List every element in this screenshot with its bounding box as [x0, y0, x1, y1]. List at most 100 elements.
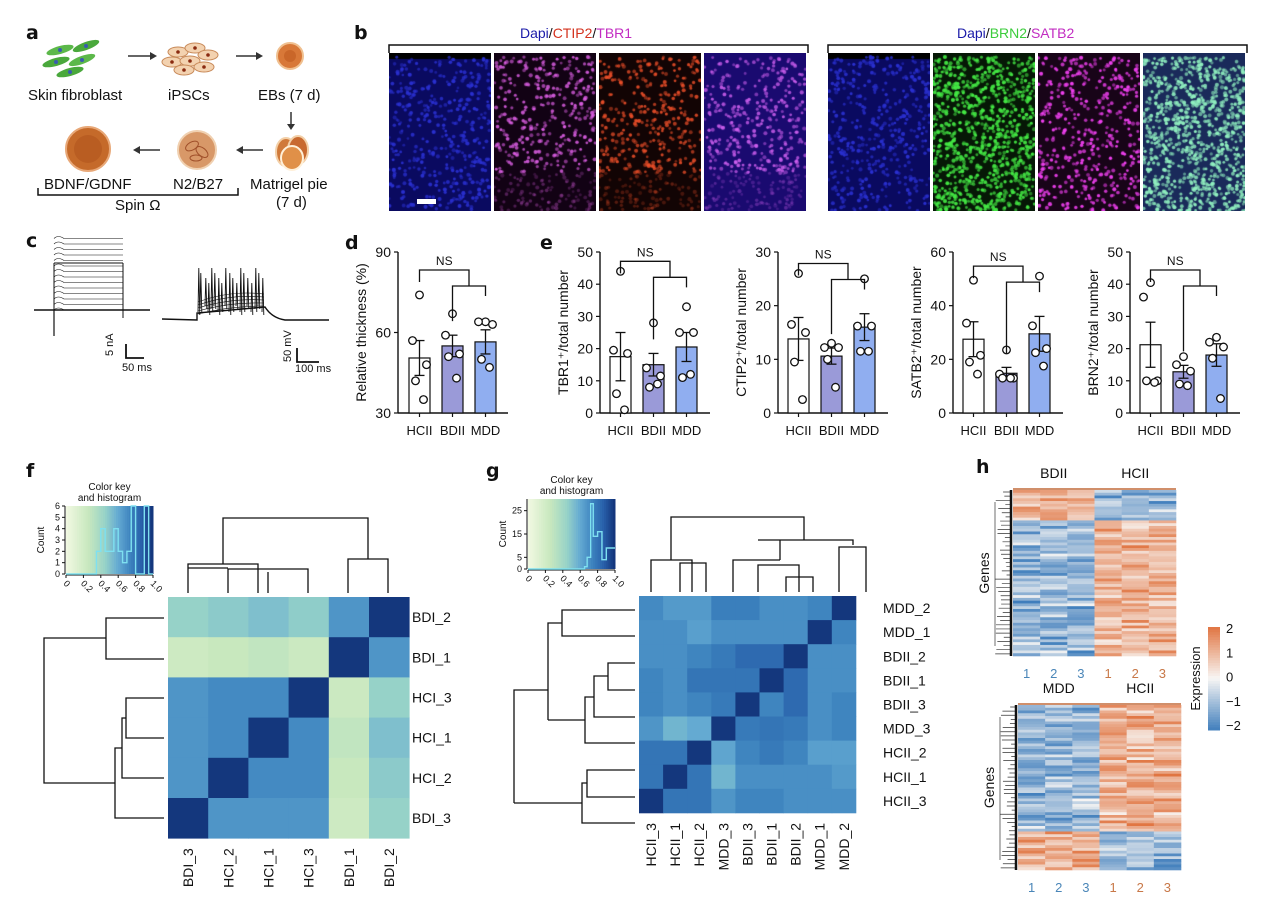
step-skin-fibroblast: Skin fibroblast	[28, 87, 123, 104]
scale-time-50ms: 50 ms	[122, 362, 152, 374]
expression-cell	[1045, 828, 1073, 832]
expression-cell	[1148, 611, 1177, 615]
expression-cell	[1072, 707, 1100, 711]
heatmap-cell	[711, 596, 736, 621]
step-n2b27: N2/B27	[173, 176, 224, 193]
expression-cell	[1099, 724, 1127, 728]
col-label: HCI_1	[261, 848, 277, 888]
expression-cell	[1067, 581, 1095, 585]
expression-cell	[1045, 732, 1073, 736]
expression-cell	[1045, 735, 1073, 739]
current-trace	[53, 296, 123, 300]
expression-cell	[1072, 864, 1100, 868]
legend-band	[1208, 699, 1220, 703]
expression-cell	[1067, 589, 1095, 593]
expression-cell	[1013, 653, 1041, 657]
expression-cell	[1099, 735, 1127, 739]
color-key-band	[126, 506, 130, 574]
x-tick-label: BDII	[1171, 423, 1196, 438]
expression-cell	[1045, 823, 1073, 827]
expression-cell	[1045, 809, 1073, 813]
expression-cell	[1040, 581, 1068, 585]
legend-band	[1208, 637, 1220, 641]
action-potential	[250, 282, 254, 316]
expression-cell	[1072, 801, 1100, 805]
color-key-band	[541, 499, 544, 569]
color-key-band	[584, 499, 588, 569]
color-key-band	[85, 506, 89, 574]
key-y-tick-label: 5	[517, 552, 522, 562]
color-key-band	[94, 506, 97, 574]
y-tick-label: 30	[375, 405, 391, 421]
expression-cell	[1067, 520, 1095, 524]
data-point	[455, 349, 464, 359]
expression-cell	[1067, 644, 1095, 648]
expression-cell	[1148, 603, 1177, 607]
heatmap-cell	[831, 620, 857, 645]
heatmap-cell	[328, 637, 370, 678]
expression-cell	[1067, 620, 1095, 624]
expression-cell	[1153, 795, 1182, 799]
expression-cell	[1040, 525, 1068, 530]
voltage-trace	[197, 296, 265, 306]
sample-label: 2	[1137, 880, 1144, 895]
data-point	[411, 376, 420, 386]
expression-cell	[1040, 542, 1068, 546]
expression-cell	[1018, 716, 1046, 720]
expression-cell	[1121, 495, 1150, 499]
expression-cell	[1040, 503, 1068, 507]
legend-tick-label: 0	[1226, 670, 1233, 685]
expression-cell	[1067, 495, 1095, 499]
legend-band	[1208, 632, 1220, 636]
col-label: BDI_3	[180, 848, 196, 887]
expression-cell	[1094, 503, 1122, 507]
data-point	[477, 354, 486, 364]
color-key-band	[66, 506, 69, 574]
heatmap-cell	[168, 717, 209, 759]
expression-cell	[1153, 743, 1182, 747]
color-key-band	[68, 506, 71, 574]
gene-dendrogram	[994, 490, 1012, 656]
bar-chart-e2: 0 10 20 30 CTIP2⁺/total number HCII BDII MDD NS	[733, 244, 888, 438]
expression-cell	[1045, 845, 1073, 849]
expression-cell	[1013, 564, 1041, 568]
expression-cell	[1153, 826, 1182, 830]
y-tick-label: 50	[577, 244, 593, 260]
panel-b-brackets	[388, 44, 1248, 53]
heatmap-cell	[639, 740, 664, 766]
data-point	[1186, 366, 1195, 376]
expression-cell	[1067, 528, 1095, 532]
expression-cell	[1072, 848, 1100, 852]
data-point	[474, 317, 483, 327]
expression-cell	[1148, 595, 1177, 599]
expression-cell	[1126, 850, 1155, 854]
expression-cell	[1148, 553, 1177, 557]
expression-cell	[1013, 539, 1041, 543]
expression-cell	[1148, 528, 1177, 532]
expression-cell	[1126, 815, 1155, 819]
expression-cell	[1072, 817, 1100, 821]
expression-cell	[1013, 614, 1041, 618]
data-point	[422, 360, 431, 370]
histogram-line	[66, 505, 153, 575]
expression-cell	[1121, 639, 1150, 643]
expression-cell	[1094, 614, 1122, 618]
expression-cell	[1126, 820, 1155, 824]
expression-cell	[1148, 525, 1177, 530]
heatmap-cell	[735, 644, 760, 669]
expression-cell	[1013, 495, 1041, 499]
expression-cell	[1067, 608, 1095, 613]
legend-band	[1208, 670, 1220, 674]
expression-cell	[1148, 575, 1177, 579]
expression-cell	[1040, 600, 1068, 604]
expression-cell	[1040, 573, 1068, 577]
step-ipscs: iPSCs	[168, 87, 210, 104]
expression-cell	[1148, 642, 1177, 646]
expression-cell	[1013, 534, 1041, 538]
heatmap-cell	[168, 757, 209, 799]
legend-band	[1208, 688, 1220, 692]
expression-cell	[1040, 512, 1068, 516]
panel-h-label: h	[976, 456, 990, 478]
arrow-icon	[236, 52, 263, 60]
